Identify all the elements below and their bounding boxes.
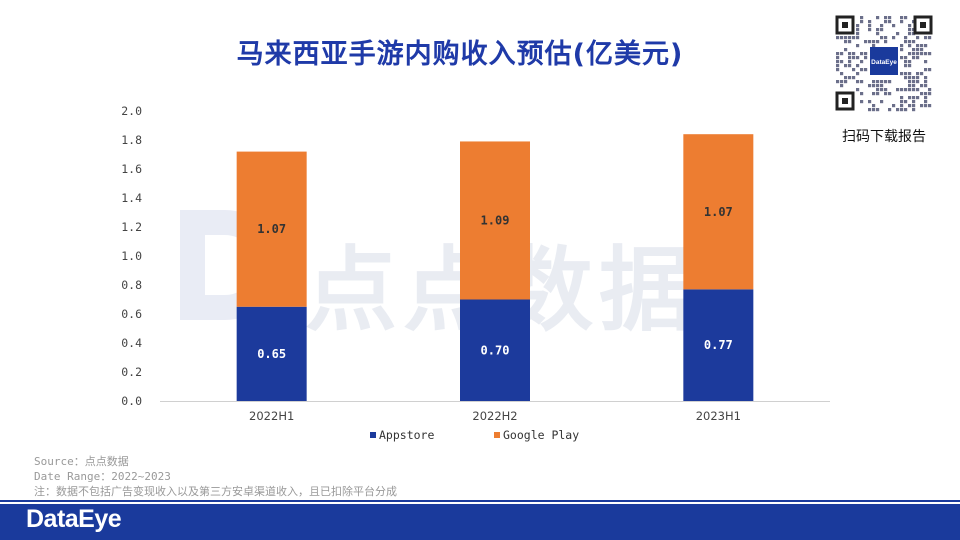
footer-divider [0,500,960,502]
bar-google-play-2022H2[interactable] [460,141,530,300]
legend-label-googleplay: Google Play [503,428,580,442]
x-axis: 2022H1 2022H2 2023H1 [160,401,830,423]
y-tick-label: 1.0 [121,249,142,263]
y-tick-label: 1.8 [121,133,142,147]
y-axis: 0.0 0.2 0.4 0.6 0.8 1.0 1.2 1.4 1.6 1.8 2.0 [121,104,142,408]
bar-google-play-2023H1[interactable] [683,134,754,290]
qr-caption: 扫码下载报告 [842,129,926,145]
legend-label-appstore: Appstore [379,428,435,442]
y-tick-label: 0.6 [121,307,142,321]
bar-appstore-2022H1[interactable] [236,306,307,401]
source-note: Source：点点数据 [34,455,129,468]
y-tick-label: 1.6 [121,162,142,176]
data-label: 0.65 [257,347,286,361]
y-tick-label: 0.0 [121,394,142,408]
qr-code-icon[interactable]: DataEye [834,14,934,112]
legend-item-googleplay[interactable]: Google Play [494,428,579,442]
y-tick-label: 1.4 [121,191,142,205]
legend-item-appstore[interactable]: Appstore [370,428,434,442]
date-range-note: Date Range：2022~2023 [34,470,171,483]
bar-appstore-2023H1[interactable] [683,289,754,401]
bar-google-play-2022H1[interactable] [236,151,307,307]
data-label: 1.07 [257,222,286,236]
data-label: 0.70 [481,343,510,357]
data-label: 1.07 [704,205,733,219]
data-label: 0.77 [704,338,733,352]
notes-block: Source：点点数据 Date Range：2022~2023 注：数据不包括… [34,454,397,499]
footer-bar [0,504,960,540]
data-label: 1.09 [481,213,510,227]
y-tick-label: 0.4 [121,336,142,350]
qr-logo-label: DataEye [871,59,897,66]
bar-appstore-2022H2[interactable] [460,299,530,402]
legend-swatch-appstore [370,432,376,438]
bars-group: 0.65 1.07 0.70 1.09 0.77 1.07 [236,134,754,402]
x-tick-label: 2022H2 [472,409,517,423]
x-tick-label: 2023H1 [696,409,741,423]
y-tick-label: 1.2 [121,220,142,234]
legend-swatch-googleplay [494,432,500,438]
y-tick-label: 0.8 [121,278,142,292]
chart-title: 马来西亚手游内购收入预估(亿美元) [236,39,684,70]
y-tick-label: 2.0 [121,104,142,118]
disclaimer-note: 注：数据不包括广告变现收入以及第三方安卓渠道收入，且已扣除平台分成 [34,485,397,498]
dataeye-logo[interactable]: DataEye [26,505,122,533]
y-tick-label: 0.2 [121,365,142,379]
x-tick-label: 2022H1 [249,409,294,423]
